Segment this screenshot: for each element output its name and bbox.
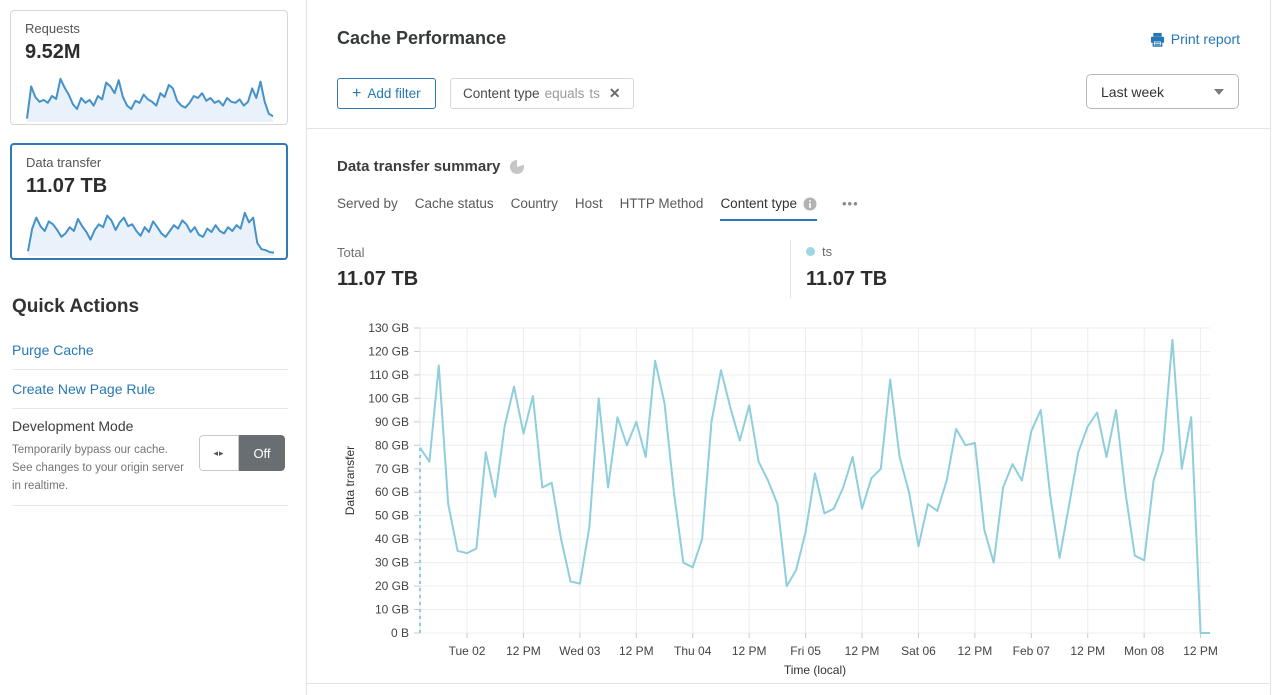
time-range-dropdown[interactable]: Last week [1086,74,1239,109]
svg-text:Mon 08: Mon 08 [1124,644,1164,658]
quick-actions-heading: Quick Actions [12,296,140,317]
svg-text:Sat 06: Sat 06 [901,644,936,658]
svg-text:12 PM: 12 PM [619,644,654,658]
divider [12,369,288,370]
toggle-state-label[interactable]: Off [239,435,285,471]
svg-text:12 PM: 12 PM [1183,644,1218,658]
filter-chip-operator: equals [544,86,585,101]
development-mode-title: Development Mode [12,418,134,434]
svg-text:0 B: 0 B [391,626,409,640]
pie-chart-icon [510,158,525,174]
filter-chip-content-type[interactable]: Content type equals ts ✕ [450,78,634,109]
svg-text:12 PM: 12 PM [958,644,993,658]
print-report-button[interactable]: Print report [1150,31,1240,47]
stats-divider [790,240,791,298]
tab-served-by[interactable]: Served by [337,196,398,211]
svg-text:Thu 04: Thu 04 [674,644,712,658]
svg-text:12 PM: 12 PM [1070,644,1105,658]
divider [12,408,288,409]
section-bottom-divider [306,683,1270,684]
header-divider [306,128,1270,129]
svg-text:12 PM: 12 PM [732,644,767,658]
svg-text:110 GB: 110 GB [369,368,409,382]
svg-text:Fri 05: Fri 05 [790,644,821,658]
chevron-down-icon [1214,88,1224,95]
svg-text:Data transfer: Data transfer [343,446,357,515]
tab-content-type-label: Content type [720,196,797,211]
tab-host[interactable]: Host [574,196,603,211]
tab-country[interactable]: Country [510,196,558,211]
data-transfer-line-chart: 0 B 10 GB 20 GB 30 GB 40 GB 50 GB 60 GB 70 GB 80… [343,321,1218,677]
development-mode-toggle[interactable]: ◂▸ Off [199,435,285,471]
requests-sparkline-chart [26,77,274,122]
svg-text:12 PM: 12 PM [506,644,541,658]
add-filter-button[interactable]: + Add filter [337,78,436,109]
svg-text:120 GB: 120 GB [368,344,409,358]
svg-text:40 GB: 40 GB [375,532,409,546]
svg-text:Feb 07: Feb 07 [1013,644,1051,658]
svg-text:90 GB: 90 GB [375,415,409,429]
svg-text:20 GB: 20 GB [375,579,409,593]
svg-text:60 GB: 60 GB [375,485,409,499]
svg-text:130 GB: 130 GB [368,321,409,335]
data-transfer-card-value: 11.07 TB [26,175,108,197]
data-transfer-sparkline-chart [27,211,275,256]
svg-text:12 PM: 12 PM [845,644,880,658]
filter-chip-field: Content type [463,86,540,101]
svg-text:Time (local): Time (local) [784,663,846,677]
filter-chip-value: ts [589,86,600,101]
toggle-arrows-icon[interactable]: ◂▸ [199,435,239,471]
tab-content-type[interactable]: Content type [720,196,817,221]
legend-value-ts: 11.07 TB [806,268,888,290]
divider [12,505,288,506]
series-legend: ts [806,244,832,259]
svg-text:80 GB: 80 GB [375,438,409,452]
svg-text:50 GB: 50 GB [375,509,409,523]
printer-icon [1150,32,1164,47]
svg-text:100 GB: 100 GB [368,391,409,405]
plus-icon: + [352,84,362,102]
legend-dot-ts [806,247,815,256]
data-transfer-metric-card[interactable]: Data transfer 11.07 TB [10,143,288,260]
legend-label-ts: ts [822,244,833,259]
add-filter-label: Add filter [367,86,421,101]
tab-http-method[interactable]: HTTP Method [619,196,704,211]
tab-cache-status[interactable]: Cache status [414,196,494,211]
requests-card-value: 9.52M [25,41,81,63]
summary-tabs: Served by Cache status Country Host HTTP… [337,196,859,221]
svg-text:30 GB: 30 GB [375,556,409,570]
total-label: Total [337,245,365,260]
requests-metric-card[interactable]: Requests 9.52M [10,10,288,125]
requests-card-label: Requests [25,21,80,36]
summary-title: Data transfer summary [337,158,501,175]
svg-text:Wed 03: Wed 03 [559,644,600,658]
more-tabs-icon[interactable]: ••• [842,196,859,211]
print-report-label: Print report [1170,31,1240,47]
purge-cache-link[interactable]: Purge Cache [12,342,94,358]
svg-text:Tue 02: Tue 02 [449,644,486,658]
close-icon[interactable]: ✕ [608,85,621,101]
svg-text:70 GB: 70 GB [375,462,409,476]
content-right-divider [1270,0,1271,695]
total-value: 11.07 TB [337,268,419,290]
development-mode-description: Temporarily bypass our cache. See change… [12,444,184,492]
info-icon[interactable] [803,197,817,211]
time-range-value: Last week [1101,83,1165,100]
create-page-rule-link[interactable]: Create New Page Rule [12,381,156,397]
sidebar-right-divider [306,0,307,695]
svg-text:10 GB: 10 GB [375,603,409,617]
page-title: Cache Performance [337,28,507,48]
data-transfer-card-label: Data transfer [26,155,102,170]
